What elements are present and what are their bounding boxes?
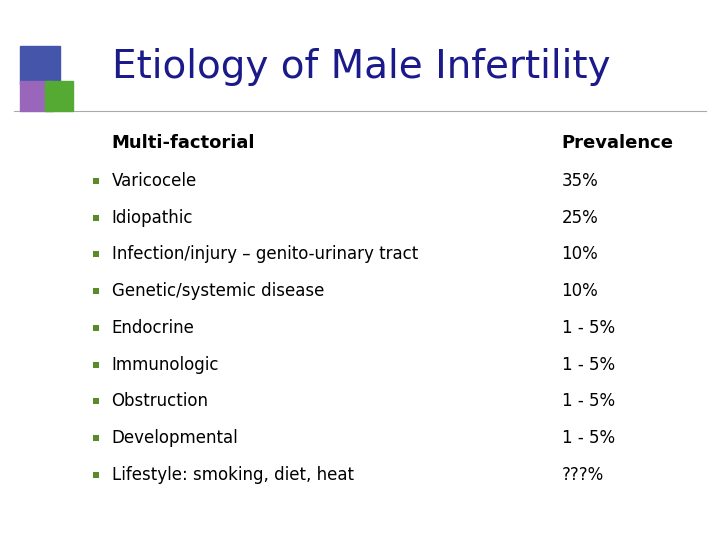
Text: Endocrine: Endocrine <box>112 319 194 337</box>
Text: Genetic/systemic disease: Genetic/systemic disease <box>112 282 324 300</box>
Text: 25%: 25% <box>562 208 598 227</box>
Bar <box>20 81 53 111</box>
Text: 1 - 5%: 1 - 5% <box>562 429 615 447</box>
Bar <box>20 46 60 84</box>
Text: 1 - 5%: 1 - 5% <box>562 392 615 410</box>
Text: Idiopathic: Idiopathic <box>112 208 193 227</box>
Text: Etiology of Male Infertility: Etiology of Male Infertility <box>112 49 610 86</box>
Text: Multi-factorial: Multi-factorial <box>112 134 255 152</box>
Text: 1 - 5%: 1 - 5% <box>562 355 615 374</box>
Text: ???%: ???% <box>562 465 604 484</box>
Text: 10%: 10% <box>562 282 598 300</box>
Text: Infection/injury – genito-urinary tract: Infection/injury – genito-urinary tract <box>112 245 418 264</box>
Text: 1 - 5%: 1 - 5% <box>562 319 615 337</box>
Text: Prevalence: Prevalence <box>562 134 674 152</box>
Bar <box>45 81 73 111</box>
Text: Obstruction: Obstruction <box>112 392 209 410</box>
Text: Lifestyle: smoking, diet, heat: Lifestyle: smoking, diet, heat <box>112 465 354 484</box>
Text: Immunologic: Immunologic <box>112 355 219 374</box>
Text: 10%: 10% <box>562 245 598 264</box>
Text: Varicocele: Varicocele <box>112 172 197 190</box>
Text: Developmental: Developmental <box>112 429 238 447</box>
Text: 35%: 35% <box>562 172 598 190</box>
